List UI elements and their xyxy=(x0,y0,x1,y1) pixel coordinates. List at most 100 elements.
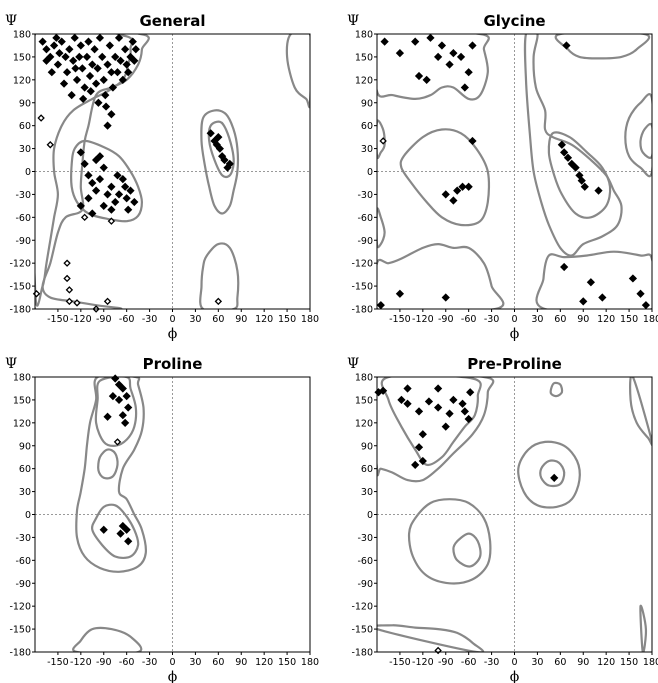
x-tick-label: -30 xyxy=(484,657,500,668)
data-point xyxy=(99,201,108,210)
data-point xyxy=(456,52,466,62)
data-point xyxy=(453,186,462,195)
y-tick-label: 60 xyxy=(19,121,31,132)
x-tick-label: 120 xyxy=(255,314,273,325)
outlier-point xyxy=(80,213,89,222)
x-tick-label: -60 xyxy=(119,657,135,668)
y-tick-label: -60 xyxy=(357,213,373,224)
data-point xyxy=(107,68,116,77)
data-point xyxy=(76,148,85,157)
x-tick-label: 30 xyxy=(189,314,201,325)
data-point xyxy=(38,37,47,46)
data-point xyxy=(76,41,85,50)
x-axis-label: ϕ xyxy=(168,326,178,342)
data-point xyxy=(571,163,580,172)
x-tick-label: 30 xyxy=(189,657,201,668)
x-tick-label: 0 xyxy=(511,657,517,668)
contour-group xyxy=(377,377,652,652)
data-point xyxy=(214,133,223,142)
x-tick-label: 60 xyxy=(212,657,224,668)
data-point xyxy=(107,110,116,119)
x-axis-label: ϕ xyxy=(510,669,520,683)
data-point xyxy=(458,182,467,191)
data-point xyxy=(84,171,93,180)
y-tick-label: 150 xyxy=(13,395,31,406)
data-point xyxy=(94,98,103,107)
data-point xyxy=(103,190,112,199)
data-point xyxy=(586,278,595,287)
data-point xyxy=(47,68,56,77)
data-point xyxy=(61,52,70,62)
y-tick-label: 30 xyxy=(361,144,373,155)
data-point xyxy=(445,409,454,418)
data-point xyxy=(220,155,229,165)
x-tick-label: -30 xyxy=(484,314,500,325)
x-tick-label: 90 xyxy=(577,657,589,668)
region-contour-5 xyxy=(377,119,386,160)
data-point xyxy=(411,37,420,46)
outlier-point xyxy=(103,297,112,306)
data-point xyxy=(575,171,584,180)
region-contour-5 xyxy=(72,626,143,652)
x-tick-label: 0 xyxy=(511,314,517,325)
data-point xyxy=(579,297,588,306)
y-tick-label: 0 xyxy=(25,510,31,521)
data-point xyxy=(80,83,89,92)
data-point xyxy=(52,33,61,42)
data-point xyxy=(414,71,424,81)
data-point xyxy=(424,397,434,406)
y-tick-label: 150 xyxy=(13,52,31,63)
data-point xyxy=(114,395,124,405)
region-contour-2 xyxy=(35,34,134,307)
x-tick-label: -150 xyxy=(47,314,69,325)
data-point xyxy=(418,456,427,466)
data-point xyxy=(434,403,443,412)
y-tick-label: -30 xyxy=(15,533,31,544)
data-point xyxy=(118,384,127,393)
data-point xyxy=(126,52,135,62)
y-tick-label: -150 xyxy=(9,282,31,293)
data-point xyxy=(103,412,112,421)
data-point xyxy=(426,33,435,42)
data-point xyxy=(65,45,74,54)
region-contour-5 xyxy=(207,120,235,179)
region-contour-9 xyxy=(629,377,652,447)
y-tick-label: 120 xyxy=(355,418,373,429)
region-contour-3 xyxy=(407,498,492,585)
y-tick-label: 120 xyxy=(13,418,31,429)
outlier-point xyxy=(37,114,45,122)
data-point xyxy=(395,289,405,298)
outlier-point xyxy=(107,217,116,225)
data-point xyxy=(53,60,63,69)
data-point xyxy=(206,129,215,138)
plot-panel-general: General1801501209060300-30-60-90-120-150… xyxy=(5,12,319,342)
contour-group xyxy=(35,34,310,309)
x-axis-label: ϕ xyxy=(168,669,178,683)
data-point xyxy=(562,41,571,50)
y-tick-label: -150 xyxy=(351,282,373,293)
y-tick-label: 150 xyxy=(355,52,373,63)
data-point xyxy=(114,33,124,42)
data-point xyxy=(445,60,454,69)
data-point xyxy=(403,399,412,408)
data-point xyxy=(124,205,133,214)
data-point xyxy=(128,37,137,46)
data-point xyxy=(101,102,111,111)
y-tick-label: 60 xyxy=(19,464,31,475)
x-tick-label: 30 xyxy=(531,657,543,668)
data-point xyxy=(124,68,133,77)
data-point xyxy=(468,136,477,146)
y-tick-label: 90 xyxy=(19,98,31,109)
x-tick-label: 60 xyxy=(212,314,224,325)
x-tick-label: 150 xyxy=(620,314,638,325)
data-point xyxy=(577,176,586,185)
data-point xyxy=(69,56,78,65)
data-point xyxy=(108,391,118,401)
data-point xyxy=(111,197,120,207)
y-tick-label: 60 xyxy=(361,121,373,132)
data-point xyxy=(99,163,108,172)
y-tick-label: -120 xyxy=(351,602,373,613)
data-point xyxy=(414,407,424,416)
x-tick-label: 90 xyxy=(235,314,247,325)
